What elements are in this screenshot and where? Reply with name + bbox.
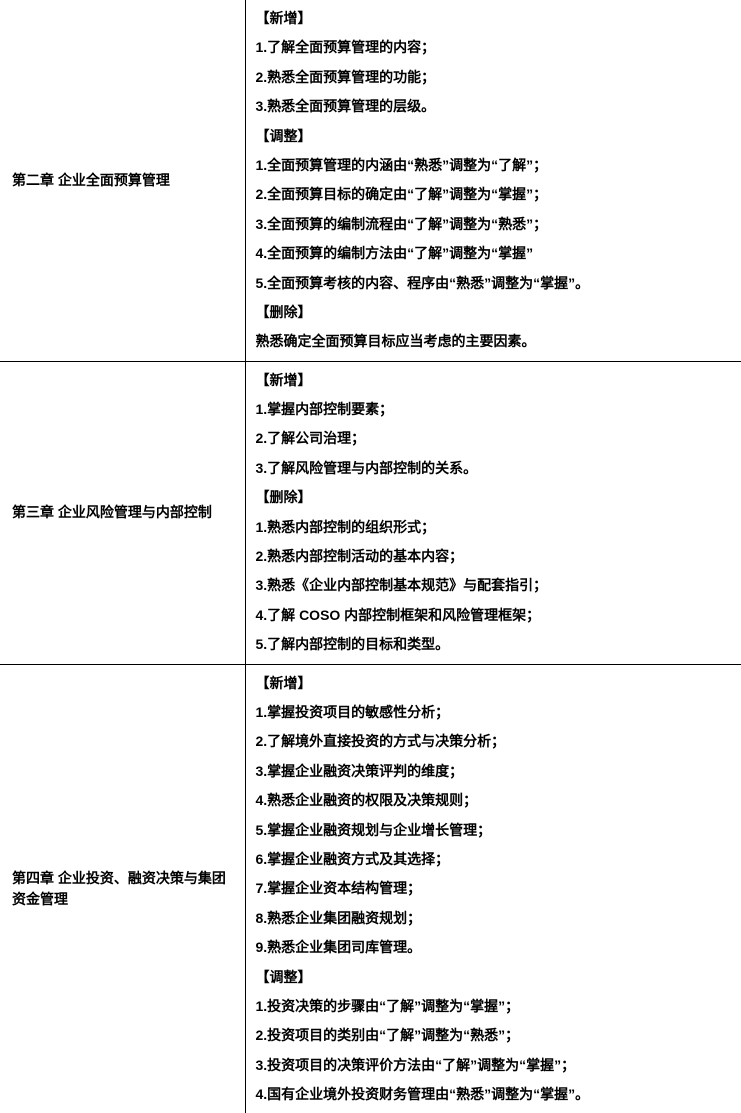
content-line: 7.掌握企业资本结构管理； bbox=[256, 874, 732, 903]
content-line: 2.投资项目的类别由“了解”调整为“熟悉”； bbox=[256, 1021, 732, 1050]
content-line: 5.全面预算考核的内容、程序由“熟悉”调整为“掌握”。 bbox=[256, 269, 732, 298]
content-line: 1.全面预算管理的内涵由“熟悉”调整为“了解”； bbox=[256, 151, 732, 180]
content-line: 4.全面预算的编制方法由“了解”调整为“掌握” bbox=[256, 239, 732, 268]
chapter-title: 第四章 企业投资、融资决策与集团资金管理 bbox=[0, 664, 245, 1113]
chapter-content: 【新增】1.掌握内部控制要素；2.了解公司治理；3.了解风险管理与内部控制的关系… bbox=[245, 361, 741, 664]
content-line: 3.熟悉《企业内部控制基本规范》与配套指引； bbox=[256, 571, 732, 600]
content-line: 4.国有企业境外投资财务管理由“熟悉”调整为“掌握”。 bbox=[256, 1080, 732, 1109]
content-line: 3.了解风险管理与内部控制的关系。 bbox=[256, 454, 732, 483]
content-line: 3.投资项目的决策评价方法由“了解”调整为“掌握”； bbox=[256, 1051, 732, 1080]
table-body: 第二章 企业全面预算管理【新增】1.了解全面预算管理的内容；2.熟悉全面预算管理… bbox=[0, 0, 741, 1113]
content-line: 【删除】 bbox=[256, 298, 732, 327]
content-line: 9.熟悉企业集团司库管理。 bbox=[256, 933, 732, 962]
content-line: 【调整】 bbox=[256, 122, 732, 151]
content-line: 【新增】 bbox=[256, 366, 732, 395]
chapter-title: 第二章 企业全面预算管理 bbox=[0, 0, 245, 361]
content-line: 2.熟悉内部控制活动的基本内容； bbox=[256, 542, 732, 571]
content-line: 1.了解全面预算管理的内容； bbox=[256, 33, 732, 62]
content-line: 1.投资决策的步骤由“了解”调整为“掌握”； bbox=[256, 992, 732, 1021]
content-line: 熟悉确定全面预算目标应当考虑的主要因素。 bbox=[256, 327, 732, 356]
content-line: 5.了解内部控制的目标和类型。 bbox=[256, 630, 732, 659]
content-line: 【删除】 bbox=[256, 483, 732, 512]
syllabus-table: 第二章 企业全面预算管理【新增】1.了解全面预算管理的内容；2.熟悉全面预算管理… bbox=[0, 0, 741, 1113]
content-line: 4.了解 COSO 内部控制框架和风险管理框架； bbox=[256, 601, 732, 630]
content-line: 1.掌握投资项目的敏感性分析； bbox=[256, 698, 732, 727]
content-line: 3.掌握企业融资决策评判的维度； bbox=[256, 757, 732, 786]
content-line: 【调整】 bbox=[256, 963, 732, 992]
table-row: 第四章 企业投资、融资决策与集团资金管理【新增】1.掌握投资项目的敏感性分析；2… bbox=[0, 664, 741, 1113]
content-line: 2.了解境外直接投资的方式与决策分析； bbox=[256, 727, 732, 756]
table-row: 第二章 企业全面预算管理【新增】1.了解全面预算管理的内容；2.熟悉全面预算管理… bbox=[0, 0, 741, 361]
content-line: 1.熟悉内部控制的组织形式； bbox=[256, 513, 732, 542]
content-line: 4.熟悉企业融资的权限及决策规则； bbox=[256, 786, 732, 815]
content-line: 2.全面预算目标的确定由“了解”调整为“掌握”； bbox=[256, 180, 732, 209]
content-line: 3.全面预算的编制流程由“了解”调整为“熟悉”； bbox=[256, 210, 732, 239]
content-line: 2.熟悉全面预算管理的功能； bbox=[256, 63, 732, 92]
content-line: 8.熟悉企业集团融资规划； bbox=[256, 904, 732, 933]
content-line: 【新增】 bbox=[256, 4, 732, 33]
content-line: 1.掌握内部控制要素； bbox=[256, 395, 732, 424]
chapter-title: 第三章 企业风险管理与内部控制 bbox=[0, 361, 245, 664]
chapter-content: 【新增】1.了解全面预算管理的内容；2.熟悉全面预算管理的功能；3.熟悉全面预算… bbox=[245, 0, 741, 361]
chapter-content: 【新增】1.掌握投资项目的敏感性分析；2.了解境外直接投资的方式与决策分析；3.… bbox=[245, 664, 741, 1113]
content-line: 5.掌握企业融资规划与企业增长管理； bbox=[256, 816, 732, 845]
table-row: 第三章 企业风险管理与内部控制【新增】1.掌握内部控制要素；2.了解公司治理；3… bbox=[0, 361, 741, 664]
content-line: 2.了解公司治理； bbox=[256, 424, 732, 453]
content-line: 6.掌握企业融资方式及其选择； bbox=[256, 845, 732, 874]
content-line: 3.熟悉全面预算管理的层级。 bbox=[256, 92, 732, 121]
content-line: 【新增】 bbox=[256, 669, 732, 698]
